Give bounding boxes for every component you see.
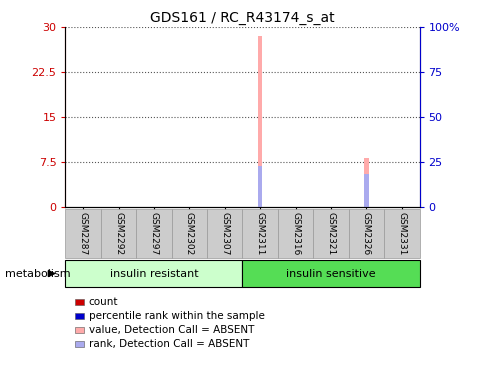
Text: GSM2302: GSM2302 xyxy=(184,212,194,255)
Bar xyxy=(257,166,262,207)
Text: GSM2316: GSM2316 xyxy=(290,212,300,255)
Text: GSM2292: GSM2292 xyxy=(114,212,123,255)
Text: percentile rank within the sample: percentile rank within the sample xyxy=(89,311,264,321)
Text: GSM2297: GSM2297 xyxy=(149,212,158,255)
Bar xyxy=(171,209,207,258)
Bar xyxy=(277,209,313,258)
Bar xyxy=(363,158,368,207)
Text: rank, Detection Call = ABSENT: rank, Detection Call = ABSENT xyxy=(89,339,249,349)
Text: GSM2311: GSM2311 xyxy=(255,212,264,255)
Bar xyxy=(207,209,242,258)
Bar xyxy=(65,260,242,287)
Bar xyxy=(313,209,348,258)
Bar xyxy=(101,209,136,258)
Bar xyxy=(348,209,383,258)
Bar xyxy=(136,209,171,258)
Text: GSM2307: GSM2307 xyxy=(220,212,229,255)
Text: value, Detection Call = ABSENT: value, Detection Call = ABSENT xyxy=(89,325,254,335)
Bar xyxy=(65,209,101,258)
Bar xyxy=(242,260,419,287)
Text: GSM2321: GSM2321 xyxy=(326,212,335,255)
Text: insulin resistant: insulin resistant xyxy=(109,269,198,279)
Text: GSM2326: GSM2326 xyxy=(361,212,370,255)
Text: metabolism: metabolism xyxy=(5,269,70,279)
Text: insulin sensitive: insulin sensitive xyxy=(286,269,375,279)
Bar xyxy=(363,174,368,207)
Bar xyxy=(242,209,277,258)
Text: count: count xyxy=(89,297,118,307)
Title: GDS161 / RC_R43174_s_at: GDS161 / RC_R43174_s_at xyxy=(150,11,334,25)
Bar xyxy=(383,209,419,258)
Text: GSM2287: GSM2287 xyxy=(78,212,88,255)
Bar xyxy=(257,37,262,207)
Text: GSM2331: GSM2331 xyxy=(396,212,406,255)
